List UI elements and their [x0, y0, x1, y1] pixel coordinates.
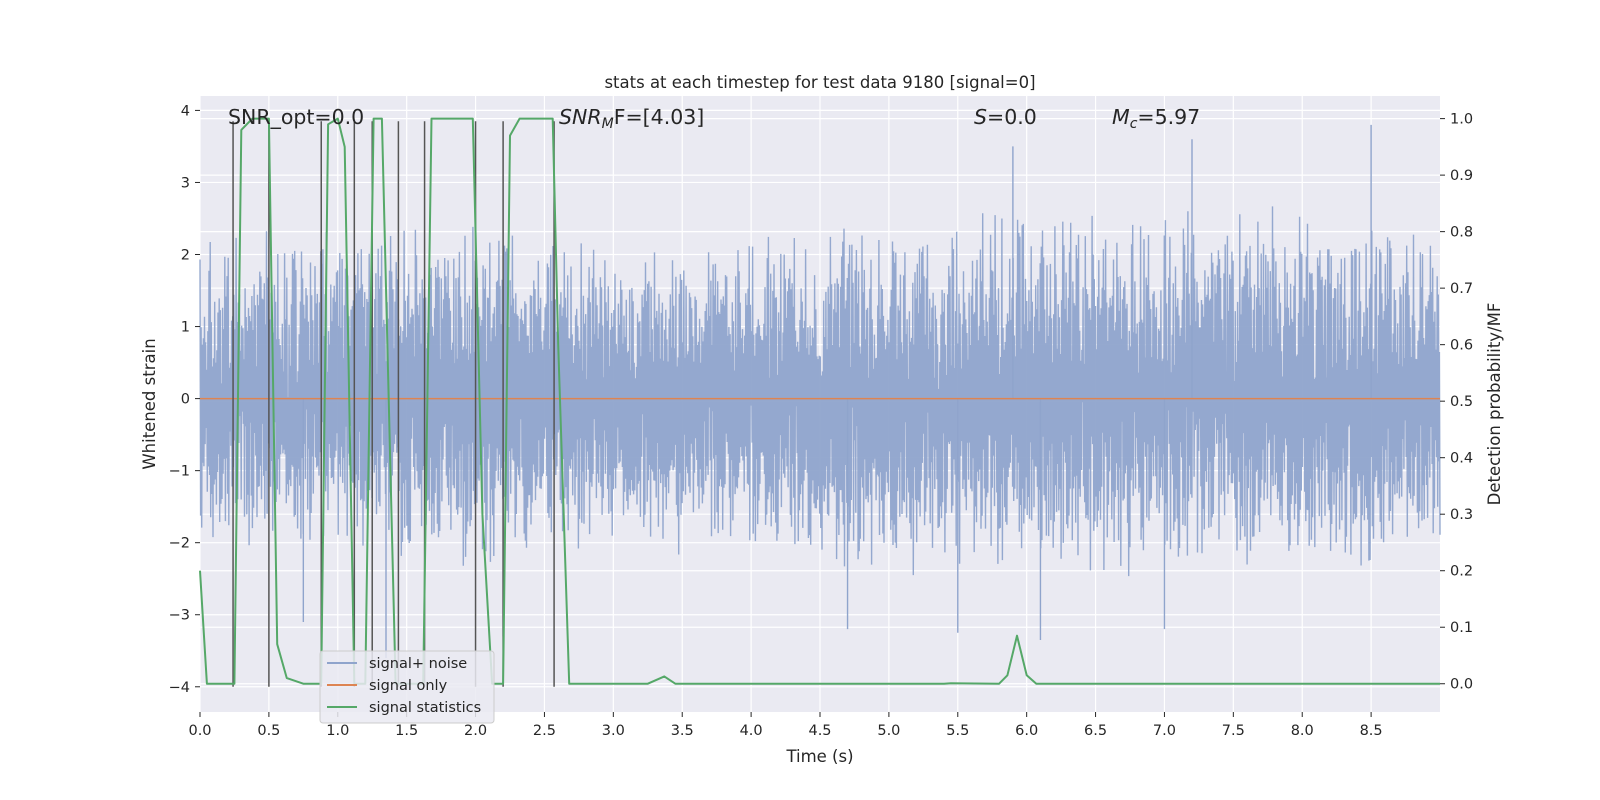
x-tick-label: 2.5 — [533, 723, 556, 739]
annotation-s: S=0.0 — [974, 105, 1037, 129]
legend-label-signal: signal only — [369, 678, 448, 694]
y2-tick-label: 0.0 — [1450, 677, 1473, 693]
y-axis-ticks: 4 3 2 1 0 −1 −2 −3 −4 — [169, 103, 200, 696]
y-tick-label: 1 — [181, 320, 190, 336]
x-tick-label: 0.5 — [257, 723, 280, 739]
y2-axis-ticks: 1.0 0.9 0.8 0.7 0.6 0.5 0.4 0.3 0.2 0.1 0.0 — [1440, 112, 1473, 693]
legend-label-stats: signal statistics — [369, 700, 481, 716]
y-tick-label: −2 — [169, 536, 190, 552]
snr-mf-main: SNR — [559, 105, 602, 129]
y2-tick-label: 0.9 — [1450, 168, 1473, 184]
x-tick-label: 1.5 — [395, 723, 418, 739]
annotation-snr-mf: SNRMF=[4.03] — [559, 105, 704, 132]
x-tick-label: 8.0 — [1291, 723, 1314, 739]
y2-tick-label: 1.0 — [1450, 112, 1473, 128]
y-tick-label: −4 — [169, 680, 190, 696]
legend-box — [319, 650, 495, 724]
y-tick-label: 4 — [181, 103, 190, 119]
y-tick-label: 3 — [181, 175, 190, 191]
y2-tick-label: 0.6 — [1450, 338, 1473, 354]
x-tick-label: 3.0 — [602, 723, 625, 739]
y-tick-label: −1 — [169, 464, 190, 480]
x-tick-label: 3.5 — [671, 723, 694, 739]
x-tick-label: 5.0 — [877, 723, 900, 739]
annotation-mc: Mc=5.97 — [1112, 105, 1200, 132]
y2-tick-label: 0.5 — [1450, 394, 1473, 410]
annotation-snr-opt: SNR_opt=0.0 — [228, 105, 364, 130]
x-tick-label: 6.0 — [1015, 723, 1038, 739]
y2-tick-label: 0.1 — [1450, 620, 1473, 636]
x-axis-ticks: 0.0 0.5 1.0 1.5 2.0 2.5 3.0 3.5 4.0 4.5 5.0 5.5 6.0 6… — [188, 712, 1383, 739]
y2-tick-label: 0.8 — [1450, 225, 1473, 241]
y2-tick-label: 0.3 — [1450, 507, 1473, 523]
y-tick-label: 2 — [181, 248, 190, 264]
y2-tick-label: 0.2 — [1450, 564, 1473, 580]
x-axis-label: Time (s) — [785, 747, 853, 766]
y-tick-label: −3 — [169, 608, 190, 624]
y-axis-label: Whitened strain — [140, 338, 159, 469]
y-tick-label: 0 — [181, 392, 190, 408]
legend: signal+ noise signal only signal statist… — [319, 650, 495, 724]
x-tick-label: 1.0 — [326, 723, 349, 739]
s-rest: =0.0 — [987, 105, 1037, 129]
legend-label-noise: signal+ noise — [369, 656, 467, 672]
mc-rest: =5.97 — [1137, 105, 1200, 129]
y2-tick-label: 0.4 — [1450, 451, 1473, 467]
x-tick-label: 5.5 — [946, 723, 969, 739]
y2-tick-label: 0.7 — [1450, 281, 1473, 297]
x-tick-label: 6.5 — [1084, 723, 1107, 739]
signal-statistics-line — [199, 117, 1440, 685]
x-tick-label: 4.0 — [740, 723, 763, 739]
mc-main: M — [1112, 105, 1130, 129]
signal-statistics-series — [199, 117, 1440, 685]
x-tick-label: 0.0 — [188, 723, 211, 739]
snr-mf-sub: M — [602, 116, 614, 132]
signal-noise-line — [199, 206, 1441, 577]
chart-title: stats at each timestep for test data 918… — [604, 73, 1035, 92]
y2-axis-label: Detection probability/MF — [1485, 303, 1504, 506]
x-tick-label: 7.0 — [1153, 723, 1176, 739]
x-tick-label: 4.5 — [808, 723, 831, 739]
x-tick-label: 2.0 — [464, 723, 487, 739]
x-tick-label: 8.5 — [1360, 723, 1383, 739]
s-main: S — [974, 105, 987, 129]
mc-sub: c — [1130, 116, 1138, 132]
x-tick-label: 7.5 — [1222, 723, 1245, 739]
snr-mf-rest: F=[4.03] — [614, 105, 705, 129]
